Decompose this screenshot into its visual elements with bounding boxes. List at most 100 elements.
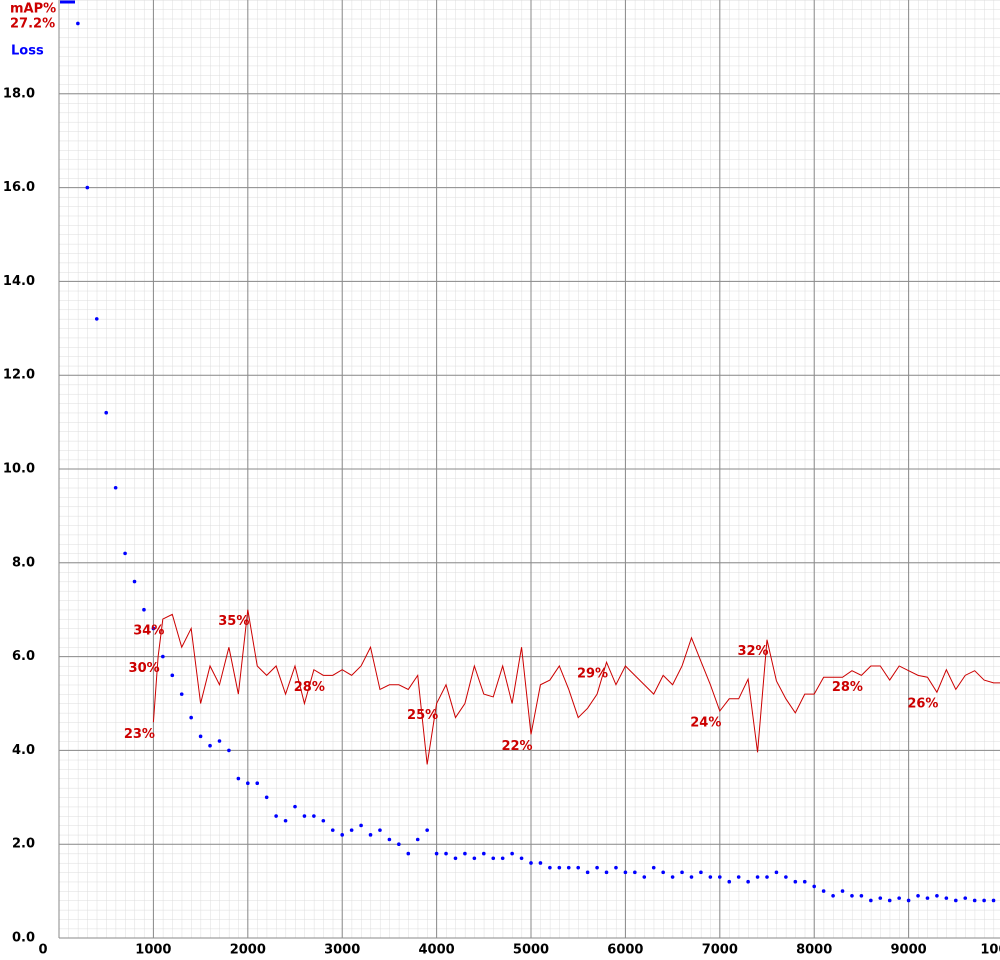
loss-point	[302, 814, 307, 818]
loss-point	[519, 856, 524, 861]
loss-point	[689, 875, 694, 879]
loss-point	[916, 893, 920, 898]
loss-point	[387, 837, 392, 842]
loss-point	[104, 410, 108, 415]
loss-point	[500, 856, 505, 861]
loss-point	[170, 673, 175, 678]
loss-point	[463, 851, 467, 856]
loss-point	[548, 865, 552, 870]
loss-point	[718, 875, 722, 879]
loss-point	[972, 898, 977, 903]
loss-point	[869, 898, 873, 903]
loss-point	[453, 856, 458, 861]
loss-point	[444, 851, 448, 856]
loss-point	[746, 879, 750, 884]
loss-point	[604, 870, 609, 875]
loss-point	[784, 875, 788, 879]
loss-point	[935, 893, 939, 898]
x-tick-label: 9000	[891, 943, 927, 958]
y-tick-label: 6.0	[12, 649, 35, 664]
loss-point	[614, 865, 618, 870]
loss-point	[793, 879, 798, 884]
x-tick-label: 5000	[513, 943, 549, 958]
loss-point	[415, 837, 420, 842]
loss-point	[255, 781, 260, 786]
loss-point	[670, 875, 675, 879]
loss-point	[576, 865, 580, 870]
value-label: 34%	[133, 624, 164, 639]
loss-point	[642, 875, 647, 879]
loss-point	[859, 893, 864, 898]
loss-point	[708, 875, 713, 879]
loss-point	[765, 875, 769, 879]
loss-point	[85, 185, 90, 190]
loss-point	[179, 692, 184, 696]
x-tick-label: 3000	[324, 943, 360, 958]
loss-point	[850, 893, 854, 898]
loss-point	[217, 739, 222, 743]
loss-point	[76, 21, 80, 26]
loss-point	[529, 861, 533, 865]
loss-point	[113, 485, 118, 490]
loss-point	[802, 879, 807, 884]
loss-point	[227, 748, 231, 753]
loss-point	[897, 896, 901, 900]
loss-point	[991, 898, 996, 903]
loss-point	[283, 818, 288, 823]
loss-point	[349, 828, 354, 832]
value-label: 24%	[690, 716, 721, 731]
x-tick-label: 1000	[135, 943, 171, 958]
loss-point	[944, 896, 949, 900]
loss-point	[142, 607, 146, 612]
loss-point	[538, 861, 543, 865]
y-tick-label: 18.0	[3, 86, 35, 101]
loss-point	[623, 870, 628, 875]
loss-point	[312, 814, 316, 818]
x-tick-label: 8000	[796, 943, 832, 958]
loss-point	[661, 870, 665, 875]
loss-point	[878, 896, 883, 900]
loss-point	[963, 896, 968, 900]
x-tick-label: 7000	[702, 943, 738, 958]
value-label: 35%	[218, 614, 249, 629]
loss-point	[123, 551, 127, 556]
value-label: 25%	[407, 708, 438, 723]
map-line	[152, 609, 1000, 765]
y-tick-label: 4.0	[12, 743, 35, 758]
loss-point	[755, 875, 760, 879]
value-label: 28%	[294, 680, 325, 695]
loss-point	[840, 889, 845, 893]
loss-point	[491, 856, 496, 861]
loss-point	[680, 870, 684, 875]
x-tick-label: 2000	[230, 943, 266, 958]
value-label: 26%	[907, 697, 938, 712]
annotation: 27.2%	[10, 17, 55, 32]
loss-point	[633, 870, 637, 875]
value-label: 29%	[577, 667, 608, 682]
loss-point	[161, 654, 165, 659]
loss-point	[812, 884, 816, 889]
loss-point	[585, 870, 590, 875]
loss-point	[727, 879, 732, 884]
value-label: 22%	[501, 739, 532, 754]
loss-point	[246, 781, 250, 786]
loss-point	[330, 828, 335, 832]
loss-point	[406, 851, 411, 856]
loss-point	[595, 865, 599, 870]
x-tick-label: 10000	[980, 943, 1000, 958]
loss-point	[566, 865, 571, 870]
loss-point	[340, 833, 345, 837]
loss-point	[774, 870, 779, 875]
y-tick-label: 10.0	[3, 462, 35, 477]
legend-label: mAP%	[10, 2, 56, 17]
loss-point	[510, 851, 514, 856]
value-label: 28%	[832, 680, 863, 695]
loss-point	[699, 870, 703, 875]
loss-point	[982, 898, 986, 903]
loss-point	[236, 776, 241, 781]
loss-point	[359, 823, 363, 828]
loss-point	[378, 828, 382, 832]
y-tick-label: 16.0	[3, 180, 35, 195]
loss-point	[151, 626, 156, 631]
loss-point	[321, 818, 326, 823]
